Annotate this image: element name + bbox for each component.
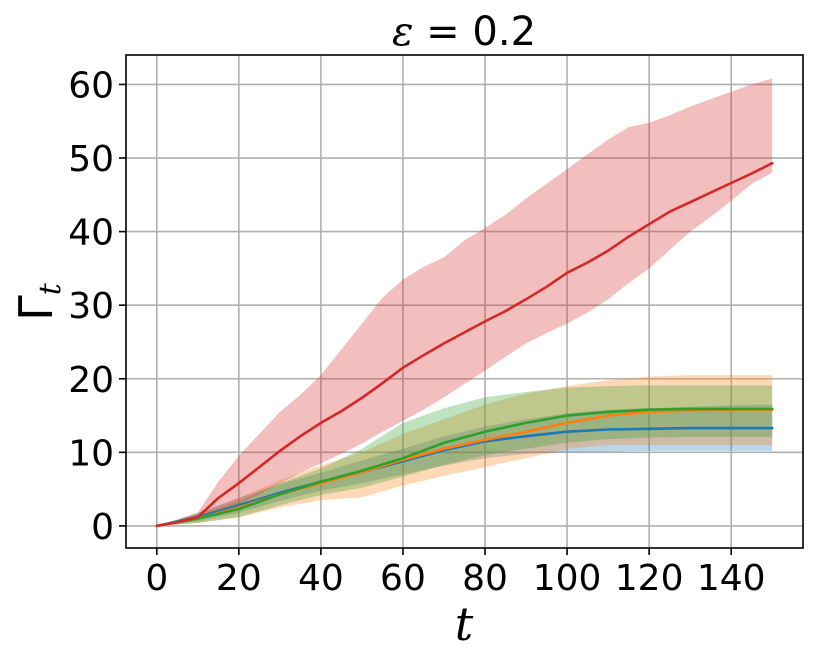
- y-tick-label: 60: [68, 65, 114, 106]
- y-tick-label: 10: [68, 433, 114, 474]
- chart-title: ε = 0.2: [392, 9, 536, 55]
- y-tick-labels: 0 10 20 30 40 50 60: [68, 65, 114, 547]
- x-tick-label: 40: [298, 558, 344, 599]
- x-tick-label: 120: [615, 558, 684, 599]
- axes-frame: [125, 54, 804, 549]
- x-tick-label: 140: [697, 558, 766, 599]
- x-tick-label: 20: [216, 558, 262, 599]
- y-tick-label: 0: [91, 507, 114, 548]
- axes-border: [125, 54, 804, 549]
- y-tick-label: 50: [68, 139, 114, 180]
- confidence-band-1: [156, 404, 773, 526]
- tick-marks: [119, 83, 732, 555]
- x-tick-label: 60: [380, 558, 426, 599]
- series-line-4: [155, 161, 774, 528]
- series-line-3: [155, 407, 774, 528]
- x-tick-label: 100: [533, 558, 602, 599]
- confidence-bands: [156, 78, 773, 526]
- title-symbol: ε: [392, 9, 413, 55]
- y-axis-title: Γt: [9, 282, 68, 321]
- series-line-1: [155, 426, 774, 528]
- confidence-band-4: [156, 78, 773, 526]
- confidence-band-3: [156, 385, 773, 526]
- series-lines: [155, 161, 774, 528]
- x-tick-labels: 0 20 40 60 80 100 120 140: [145, 558, 765, 599]
- title-text: = 0.2: [413, 9, 536, 55]
- y-axis-title-main: Γ: [9, 295, 63, 321]
- x-tick-label: 0: [145, 558, 168, 599]
- y-tick-label: 40: [68, 213, 114, 254]
- grid: [126, 55, 803, 548]
- y-axis-title-sub: t: [33, 282, 68, 295]
- x-tick-label: 80: [462, 558, 508, 599]
- y-tick-label: 30: [68, 286, 114, 327]
- y-tick-label: 20: [68, 360, 114, 401]
- confidence-band-2: [156, 375, 773, 526]
- x-axis-title: t: [455, 597, 474, 651]
